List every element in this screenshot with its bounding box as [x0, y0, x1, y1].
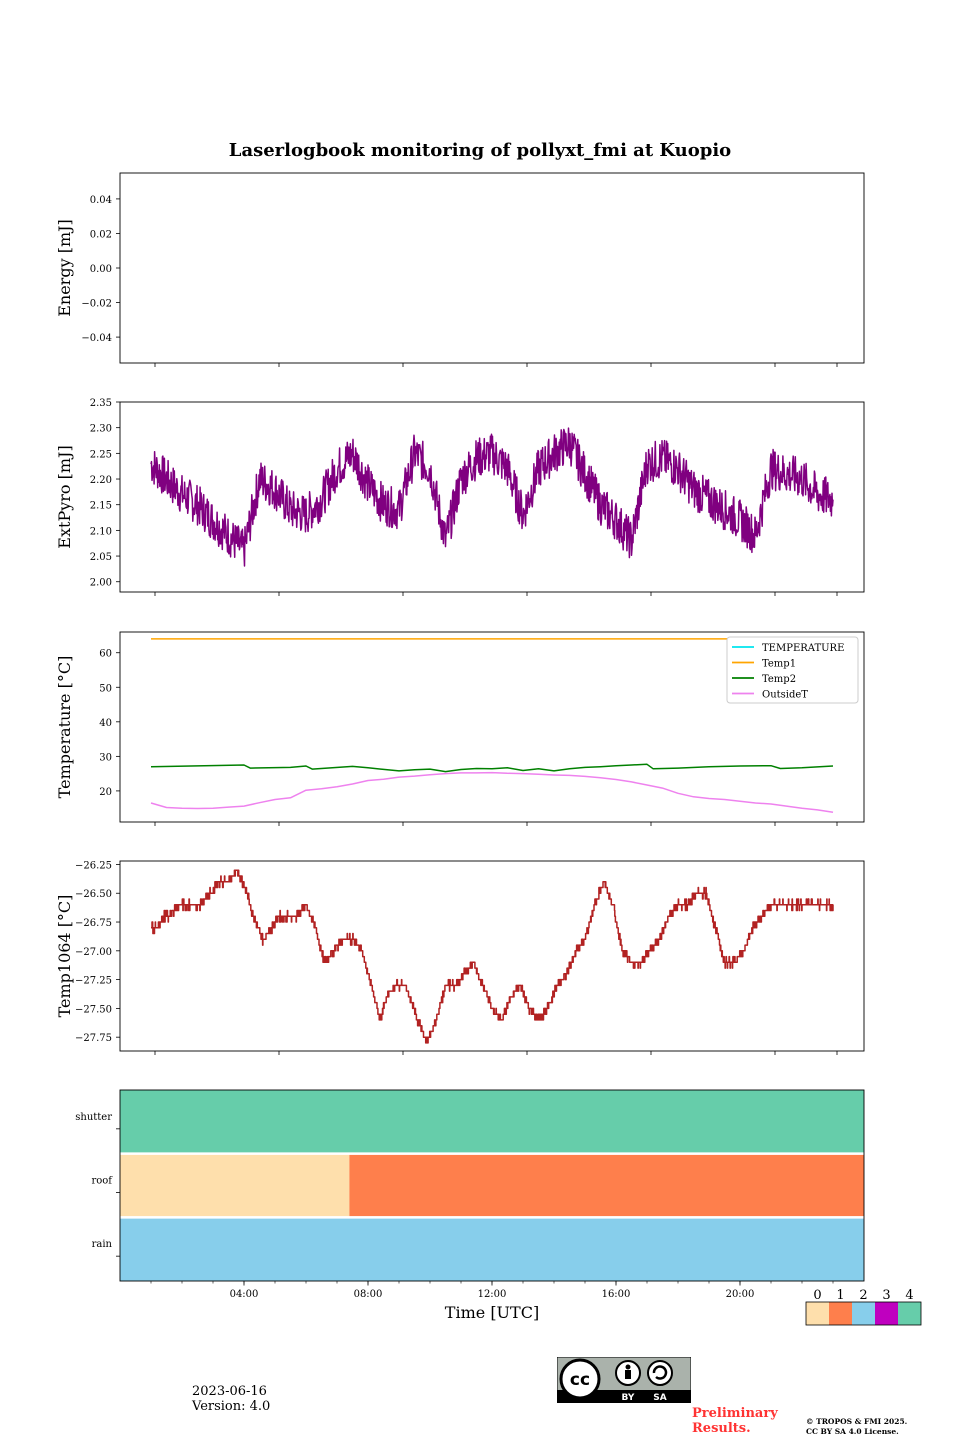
cc-by-label: BY — [622, 1393, 635, 1403]
row-label-rain: rain — [92, 1239, 113, 1250]
status-segment-shutter — [120, 1090, 864, 1153]
status-segment-rain — [120, 1218, 864, 1281]
series-line-outsidet — [150, 771, 834, 814]
colorbar-swatch — [829, 1302, 852, 1325]
y-tick-label: 50 — [99, 683, 112, 694]
status-segment-roof — [349, 1154, 864, 1217]
y-tick-label: 2.15 — [90, 501, 112, 512]
y-axis-label: ExtPyro [mJ] — [55, 445, 74, 548]
y-tick-label: 0.04 — [90, 195, 112, 206]
panel-3: 60 50 40 30 20 Temperature [°C] TEMPERATURE Tem… — [55, 631, 865, 826]
legend-label: Temp1 — [762, 659, 796, 670]
cc-by-sa-logo: cc BY SA — [557, 1357, 691, 1403]
status-segment-roof — [120, 1154, 350, 1217]
copyright-line2: CC BY SA 4.0 License. — [806, 1427, 899, 1436]
preliminary-notice: Preliminary Results. — [692, 1406, 778, 1436]
legend: TEMPERATURE Temp1 Temp2 OutsideT — [726, 636, 859, 704]
footer-date-version: 2023-06-16 Version: 4.0 — [192, 1384, 270, 1414]
share-alike-icon — [647, 1360, 673, 1386]
panel-4: −26.25 −26.50 −26.75 −27.00 −27.25 −27.50 −27.… — [55, 860, 865, 1055]
y-tick-label: 2.25 — [90, 449, 112, 460]
x-tick-label: 16:00 — [602, 1289, 631, 1300]
y-tick-label: −26.75 — [75, 918, 112, 929]
panel-2: 2.35 2.30 2.25 2.20 2.15 2.10 2.05 2.00 ExtPyro … — [55, 398, 865, 596]
x-tick-label: 12:00 — [478, 1289, 507, 1300]
cc-logo-text: cc — [570, 1370, 590, 1390]
copyright-line1: © TROPOS & FMI 2025. — [806, 1417, 908, 1426]
colorbar-label: 4 — [905, 1288, 913, 1303]
y-tick-label: −27.00 — [75, 947, 112, 958]
footer-version: Version: 4.0 — [192, 1399, 271, 1414]
footer-date: 2023-06-16 — [192, 1384, 267, 1399]
cc-circle-icon — [559, 1358, 601, 1400]
colorbar-label: 0 — [813, 1288, 821, 1303]
y-tick-label: 2.20 — [90, 475, 112, 486]
y-tick-label: 2.30 — [90, 424, 112, 435]
y-tick-label: 0.00 — [90, 264, 112, 275]
copyright-notice: © TROPOS & FMI 2025. CC BY SA 4.0 Licens… — [806, 1417, 907, 1437]
y-tick-label: 2.05 — [90, 552, 112, 563]
x-axis-label: Time [UTC] — [445, 1303, 539, 1322]
y-tick-label: −26.25 — [75, 860, 112, 871]
plot-frame — [119, 401, 865, 593]
series-line-extpyro — [150, 427, 834, 567]
row-label-roof: roof — [91, 1176, 113, 1187]
colorbar-swatch — [806, 1302, 829, 1325]
y-tick-label: 2.35 — [90, 398, 112, 409]
y-axis-label: Temp1064 [°C] — [55, 895, 74, 1018]
y-axis-label: Energy [mJ] — [55, 219, 74, 317]
y-tick-label: 60 — [99, 649, 112, 660]
series-line-temp1064 — [150, 869, 834, 1044]
colorbar-swatch — [898, 1302, 921, 1325]
row-label-shutter: shutter — [75, 1112, 112, 1123]
y-tick-label: −27.75 — [75, 1033, 112, 1044]
panel-5: shutter roof rain 04:00 08:00 12:00 16:00 20:00… — [75, 1089, 922, 1326]
legend-label: OutsideT — [762, 690, 808, 701]
y-tick-label: 30 — [99, 752, 112, 763]
colorbar-label: 2 — [859, 1288, 867, 1303]
legend-label: Temp2 — [762, 674, 796, 685]
x-tick-label: 08:00 — [354, 1289, 383, 1300]
y-tick-label: 0.02 — [90, 229, 112, 240]
colorbar-swatch — [875, 1302, 898, 1325]
preliminary-line2: Results. — [692, 1421, 751, 1436]
series-line-temp2 — [150, 763, 834, 773]
colorbar-frame — [805, 1301, 922, 1326]
legend-box — [726, 636, 859, 704]
plot-frame — [119, 172, 865, 364]
y-tick-label: −0.04 — [81, 333, 112, 344]
colorbar-label: 3 — [882, 1288, 890, 1303]
colorbar-swatch — [852, 1302, 875, 1325]
legend-label: TEMPERATURE — [762, 643, 844, 654]
y-tick-label: −26.50 — [75, 889, 112, 900]
x-tick-label: 04:00 — [230, 1289, 259, 1300]
y-axis-label: Temperature [°C] — [55, 656, 74, 799]
y-tick-label: 2.00 — [90, 578, 112, 589]
panel-1: 0.04 0.02 0.00 −0.02 −0.04 Energy [mJ] — [55, 172, 865, 367]
plot-frame — [119, 860, 865, 1052]
figure-title: Laserlogbook monitoring of pollyxt_fmi a… — [228, 140, 732, 161]
y-tick-label: −27.25 — [75, 976, 112, 987]
y-tick-label: −0.02 — [81, 299, 112, 310]
plot-frame — [119, 631, 865, 823]
preliminary-line1: Preliminary — [692, 1406, 778, 1421]
y-tick-label: 2.10 — [90, 526, 112, 537]
y-tick-label: −27.50 — [75, 1004, 112, 1015]
y-tick-label: 40 — [99, 718, 112, 729]
y-tick-label: 20 — [99, 787, 112, 798]
colorbar-label: 1 — [836, 1288, 844, 1303]
x-tick-label: 20:00 — [726, 1289, 755, 1300]
cc-sa-label: SA — [653, 1393, 666, 1403]
